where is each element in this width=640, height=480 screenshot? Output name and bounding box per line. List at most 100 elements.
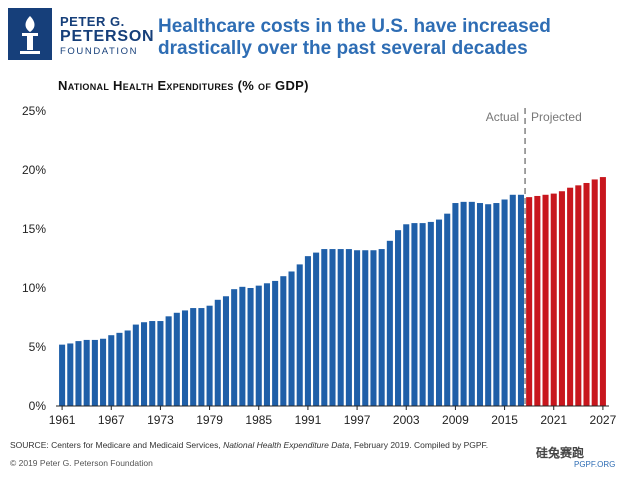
x-tick-label: 2009: [442, 413, 469, 427]
y-tick-label: 20%: [22, 163, 46, 177]
bar-2004: [411, 223, 418, 406]
x-tick-label: 1997: [344, 413, 371, 427]
bar-1965: [91, 339, 98, 406]
bar-1981: [222, 296, 230, 406]
bar-2027: [599, 177, 606, 406]
bar-2011: [468, 201, 475, 406]
logo-line3: FOUNDATION: [60, 46, 139, 57]
bar-2019: [534, 195, 541, 406]
bar-chart: 0% 5% 10% 15% 20% 25% Actual Projected 1961 1967 1…: [22, 104, 617, 427]
bar-2012: [476, 203, 484, 406]
bar-1993: [321, 249, 328, 406]
y-tick-label: 15%: [22, 222, 46, 236]
copyright: © 2019 Peter G. Peterson Foundation: [10, 458, 153, 468]
bar-1987: [272, 280, 279, 406]
bar-1963: [75, 341, 82, 406]
annotation-actual: Actual: [486, 110, 519, 124]
bar-1982: [231, 289, 238, 406]
bar-1975: [173, 312, 180, 406]
x-tick-label: 1961: [49, 413, 76, 427]
chart-title: National Health Expenditures (% of GDP): [58, 78, 309, 93]
torch-icon: [8, 8, 52, 60]
bar-1976: [181, 310, 189, 406]
bar-1995: [337, 249, 344, 406]
bar-2010: [460, 201, 467, 406]
x-tick-label: 1985: [245, 413, 272, 427]
bar-1971: [141, 322, 148, 406]
bar-1977: [190, 308, 197, 406]
bar-1964: [83, 339, 90, 406]
bar-1998: [362, 250, 369, 406]
bar-2020: [542, 194, 549, 406]
bar-2021: [550, 193, 557, 406]
bar-2022: [558, 191, 565, 406]
x-tick-label: 2021: [540, 413, 567, 427]
bar-1966: [100, 338, 107, 406]
bar-2000: [378, 249, 385, 406]
source-note: SOURCE: Centers for Medicare and Medicai…: [10, 440, 488, 450]
bar-2014: [493, 203, 500, 406]
bar-2023: [567, 187, 574, 406]
bar-2016: [509, 194, 516, 406]
bar-1992: [313, 252, 320, 406]
pgpf-logo: PETER G. PETERSON FOUNDATION: [8, 8, 154, 60]
y-tick-label: 5%: [29, 340, 47, 354]
bar-2003: [403, 224, 410, 406]
logo-line2: PETERSON: [60, 28, 155, 45]
site-url: PGPF.ORG: [574, 460, 616, 469]
x-tick-label: 2027: [590, 413, 617, 427]
bar-2015: [501, 199, 508, 406]
bar-1974: [165, 316, 172, 406]
bar-1985: [255, 285, 262, 406]
bar-1999: [370, 250, 377, 406]
bar-1967: [108, 335, 115, 406]
bar-1996: [345, 249, 352, 406]
bar-2001: [386, 240, 393, 406]
bar-1973: [157, 321, 164, 406]
bar-1970: [132, 324, 139, 406]
source-italic: National Health Expenditure Data: [223, 440, 350, 450]
bar-1988: [280, 276, 287, 406]
bar-1989: [288, 271, 295, 406]
bar-1990: [296, 264, 303, 406]
y-tick-label: 25%: [22, 104, 46, 118]
bar-2024: [575, 185, 582, 406]
logo-line1: PETER G.: [60, 14, 125, 29]
bar-1991: [304, 256, 311, 406]
bar-1968: [116, 332, 123, 406]
annotation-projected: Projected: [531, 110, 582, 124]
bar-2018: [526, 197, 533, 406]
x-tick-label: 1967: [98, 413, 125, 427]
bar-1980: [214, 299, 221, 406]
bar-1979: [206, 305, 213, 406]
watermark: 硅兔赛跑: [536, 446, 585, 460]
bar-2013: [485, 204, 492, 406]
bar-2006: [427, 221, 434, 406]
source-prefix: SOURCE: Centers for Medicare and Medicai…: [10, 440, 224, 450]
bar-2007: [435, 219, 443, 406]
bar-2009: [452, 203, 459, 406]
bar-1986: [263, 283, 270, 406]
y-tick-label: 10%: [22, 281, 46, 295]
bar-2017: [517, 194, 524, 406]
bar-1984: [247, 288, 254, 406]
x-tick-label: 2003: [393, 413, 420, 427]
bar-1983: [239, 286, 246, 406]
bar-2025: [583, 182, 590, 406]
bar-1994: [329, 249, 336, 406]
bar-1978: [198, 308, 205, 406]
bar-1961: [59, 344, 66, 406]
bar-2005: [419, 223, 426, 406]
bar-1972: [149, 321, 156, 406]
x-tick-label: 1979: [196, 413, 223, 427]
x-tick-label: 2015: [491, 413, 518, 427]
bar-2026: [591, 179, 598, 406]
y-tick-label: 0%: [29, 399, 47, 413]
x-tick-label: 1991: [295, 413, 322, 427]
source-suffix: , February 2019. Compiled by PGPF.: [349, 440, 489, 450]
bar-1997: [354, 250, 361, 406]
bar-2002: [395, 230, 402, 406]
bar-1962: [67, 343, 74, 406]
x-tick-label: 1973: [147, 413, 174, 427]
page-title: Healthcare costs in the U.S. have increa…: [158, 16, 551, 59]
